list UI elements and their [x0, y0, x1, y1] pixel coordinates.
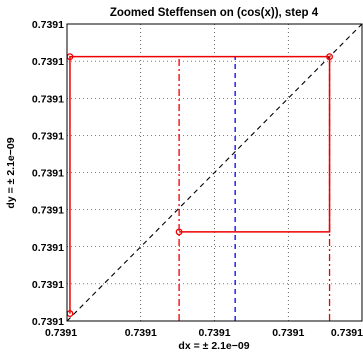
y-tick-label: 0.7391 [32, 205, 64, 217]
y-tick-label: 0.7391 [32, 93, 64, 105]
iteration-box [69, 55, 331, 314]
iteration-marker [175, 228, 183, 236]
plot-lines [66, 23, 363, 322]
chart-title: Zoomed Steffensen on (cos(x)), step 4 [110, 7, 319, 19]
axes-frame [66, 23, 363, 322]
y-tick-label: 0.7391 [32, 130, 64, 142]
y-tick-labels: 0.7391 0.7391 0.7391 0.7391 0.7391 0.7391 0.73… [32, 19, 64, 328]
y-tick-label: 0.7391 [32, 19, 64, 31]
y-tick-label: 0.7391 [32, 242, 64, 254]
y-tick-label: 0.7391 [32, 279, 64, 291]
y-tick-label: 0.7391 [32, 316, 64, 328]
x-tick-labels: 0.7391 0.7391 0.7391 0.7391 0.7391 [45, 327, 363, 339]
y-axis-label: dy = ± 2.1e−09 [5, 137, 17, 208]
iteration-marker [326, 53, 333, 61]
x-axis-label: dx = ± 2.1e−09 [178, 340, 249, 352]
y-tick-label: 0.7391 [32, 168, 64, 180]
x-tick-label: 0.7391 [125, 327, 157, 339]
y-tick-label: 0.7391 [32, 56, 64, 68]
identity-line [66, 23, 363, 322]
x-tick-label: 0.7391 [198, 327, 230, 339]
x-tick-label: 0.7391 [331, 327, 363, 339]
x-tick-label: 0.7391 [272, 327, 304, 339]
x-tick-label: 0.7391 [45, 327, 77, 339]
